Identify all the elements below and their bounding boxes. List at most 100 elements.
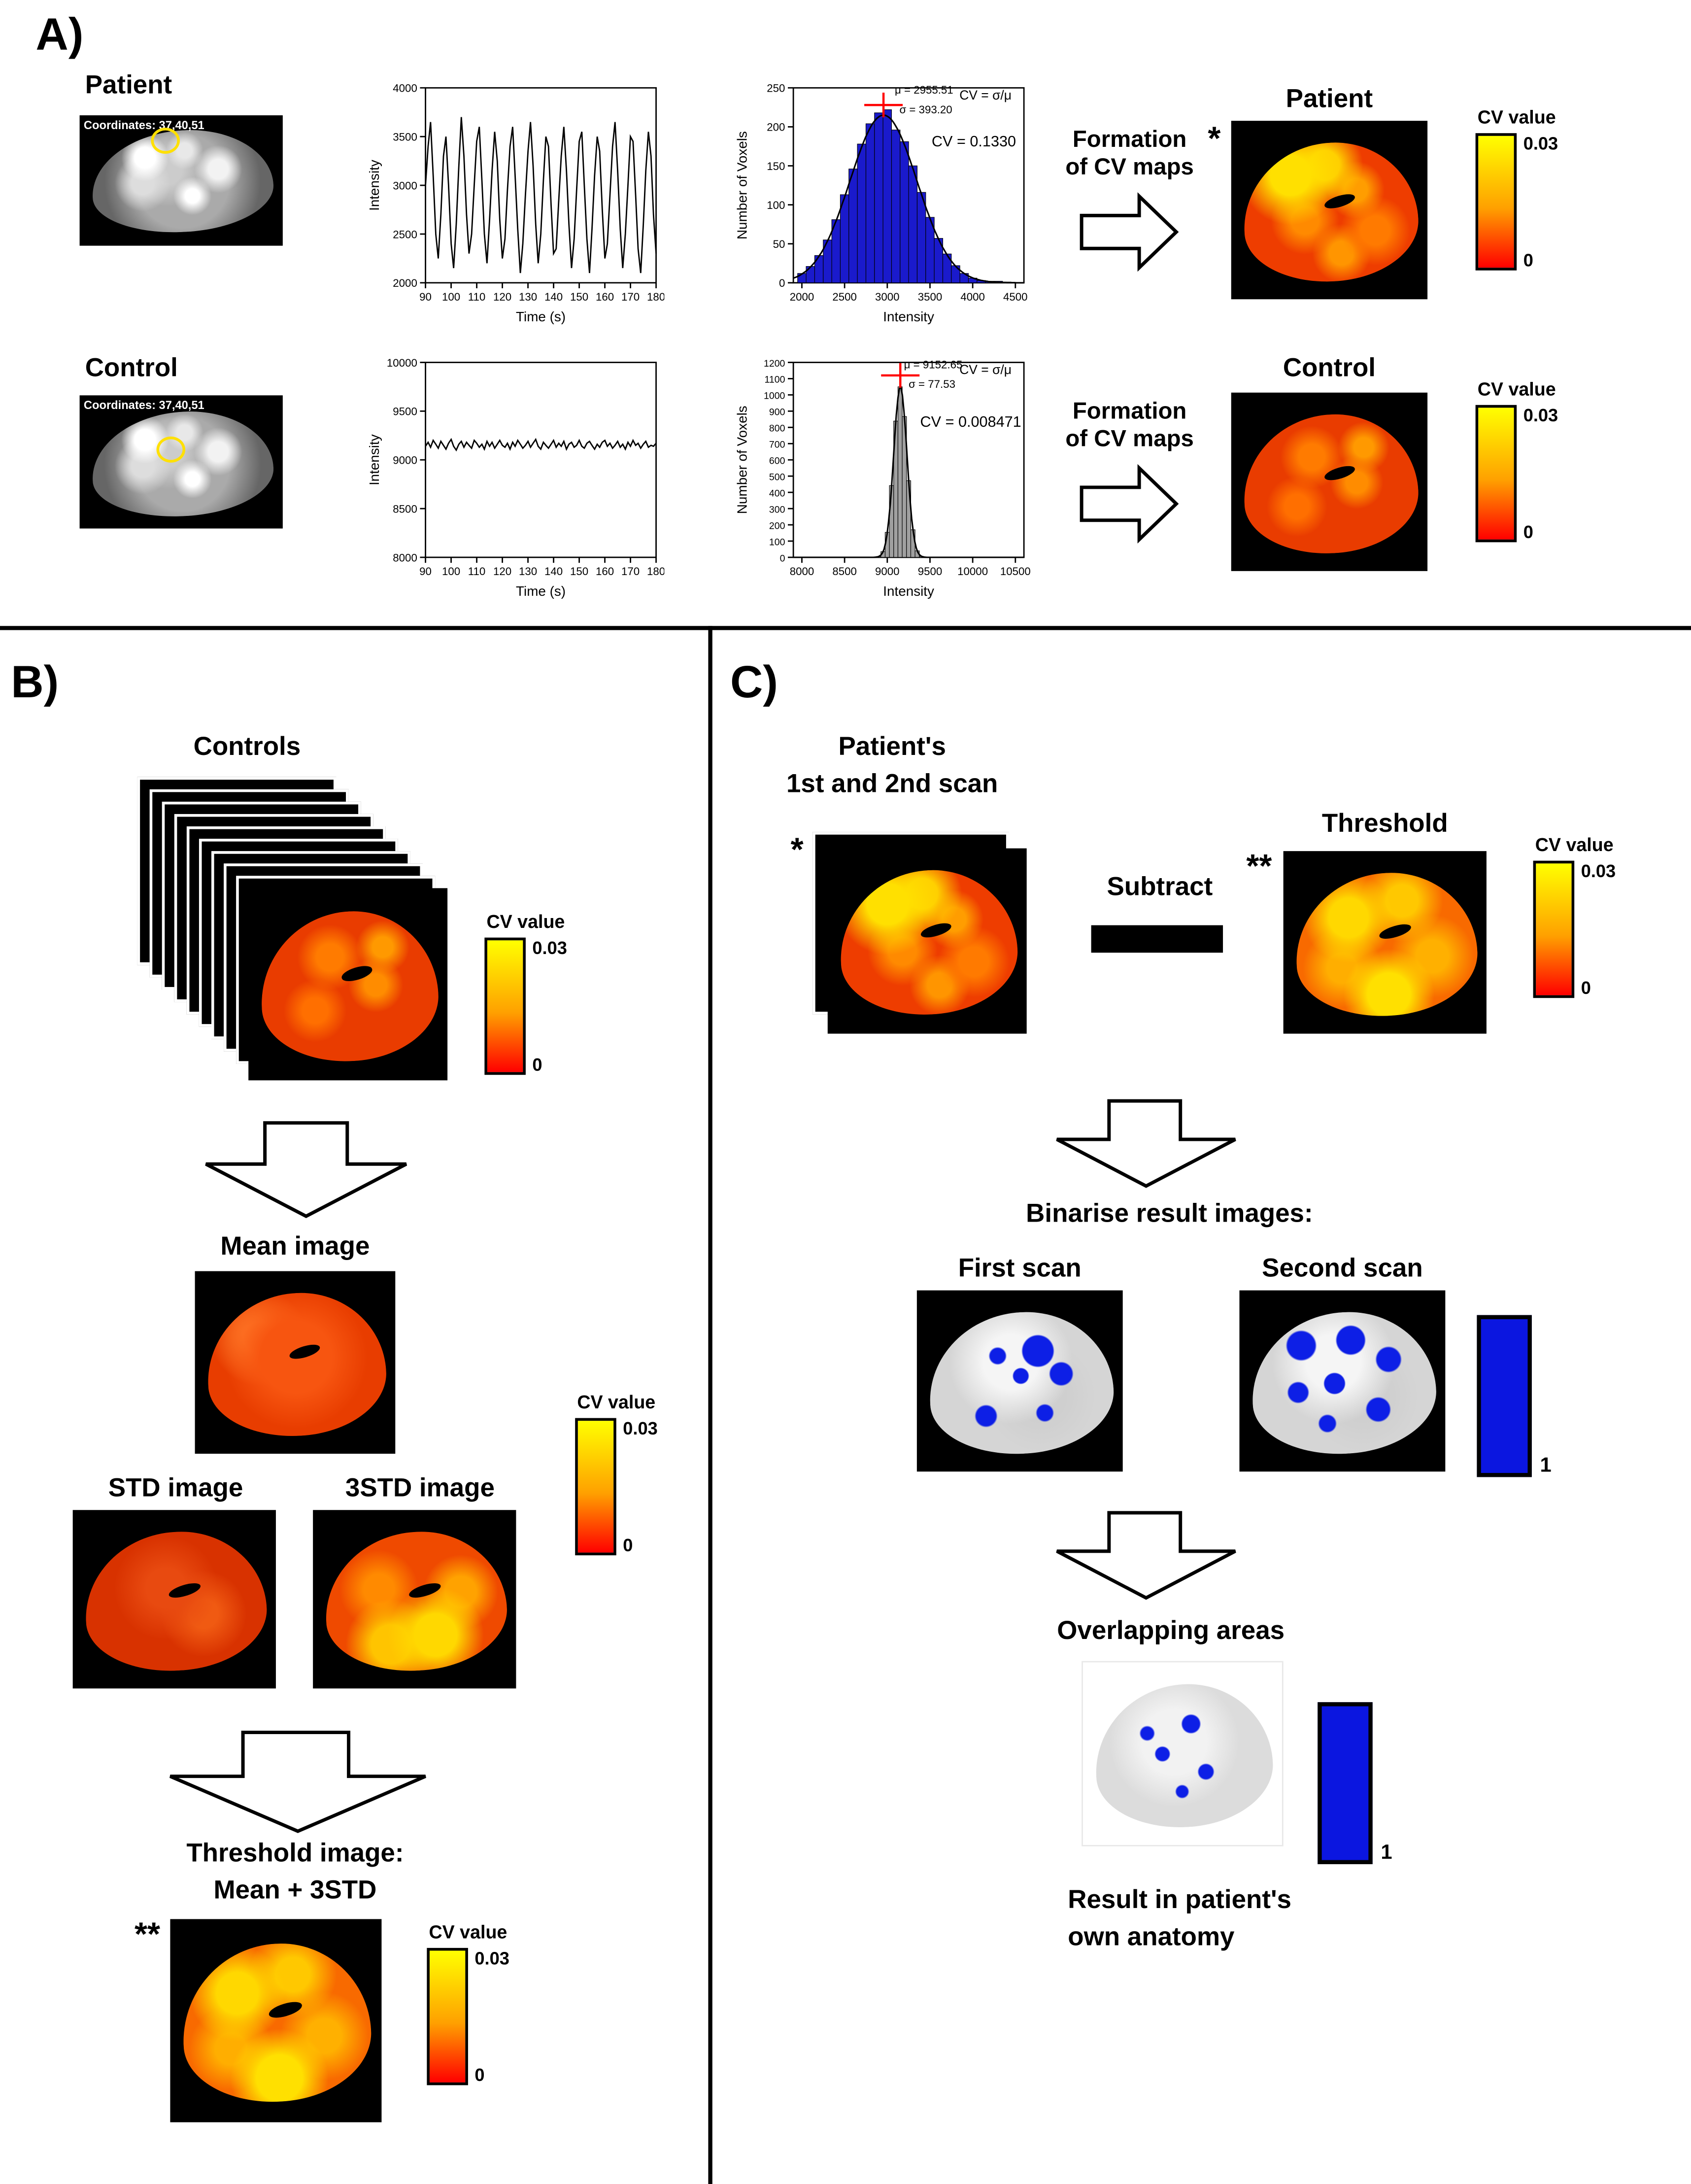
svg-text:140: 140 — [544, 291, 563, 303]
svg-text:180: 180 — [647, 565, 664, 578]
svg-text:Intensity: Intensity — [883, 309, 934, 324]
formation-label-control: Formation of CV maps — [1046, 398, 1214, 454]
svg-text:σ = 393.20: σ = 393.20 — [899, 103, 952, 116]
svg-text:Intensity: Intensity — [367, 160, 382, 211]
colorbar-min-label: 0 — [474, 2064, 485, 2085]
svg-text:800: 800 — [769, 423, 785, 434]
formation-line1: Formation — [1072, 398, 1187, 424]
horizontal-divider — [0, 626, 1691, 630]
panel-b-label: B) — [11, 656, 59, 707]
formation-line2: of CV maps — [1065, 426, 1194, 452]
colorbar-max-label: 0.03 — [532, 937, 567, 958]
colorbar-max-label: 0.03 — [1523, 133, 1558, 154]
svg-text:8500: 8500 — [393, 503, 417, 515]
svg-text:2000: 2000 — [790, 291, 814, 303]
svg-text:100: 100 — [442, 565, 460, 578]
mean-image-title: Mean image — [220, 1232, 370, 1262]
binary-colorbar-swatch — [1318, 1702, 1373, 1864]
result-title-line2: own anatomy — [1068, 1923, 1235, 1952]
colorbar-title: CV value — [429, 1921, 507, 1943]
threshold-image-title-line1: Threshold image: — [186, 1839, 404, 1869]
svg-text:120: 120 — [493, 565, 511, 578]
svg-text:4500: 4500 — [1003, 291, 1028, 303]
binarise-title: Binarise result images: — [1026, 1199, 1313, 1229]
minus-bar-icon — [1091, 925, 1223, 953]
patient-timeseries-chart: 90 100 110 120 130 140 150 160 170 180 2000 2500 300… — [365, 77, 665, 327]
colorbar-min-label: 0 — [1523, 249, 1533, 271]
std-image-title: STD image — [108, 1474, 243, 1503]
svg-text:1200: 1200 — [764, 358, 785, 369]
svg-text:10500: 10500 — [1000, 565, 1031, 578]
colorbar-min-label: 0 — [623, 1535, 633, 1556]
controls-image-stack — [137, 777, 453, 1086]
svg-text:100: 100 — [767, 199, 785, 211]
arrow-right-icon — [1080, 464, 1179, 544]
svg-text:250: 250 — [767, 82, 785, 95]
colorbar-gradient — [1475, 405, 1517, 543]
control-cv-brain — [1239, 410, 1421, 558]
svg-text:150: 150 — [570, 291, 588, 303]
patient-cv-brain — [1239, 137, 1421, 286]
std3-brain — [321, 1527, 509, 1675]
svg-text:180: 180 — [647, 291, 664, 303]
controls-stack-title: Controls — [193, 733, 301, 762]
svg-text:200: 200 — [767, 121, 785, 134]
svg-text:Intensity: Intensity — [367, 434, 382, 485]
patient-map-asterisk: * — [1208, 121, 1221, 158]
controls-front-cv-map — [248, 888, 448, 1081]
svg-text:900: 900 — [769, 407, 785, 418]
second-scan-title: Second scan — [1262, 1255, 1423, 1284]
colorbar-title: CV value — [1477, 107, 1556, 128]
result-title-line1: Result in patient's — [1068, 1886, 1291, 1915]
svg-text:2500: 2500 — [832, 291, 857, 303]
svg-text:500: 500 — [769, 472, 785, 483]
svg-text:σ = 77.53: σ = 77.53 — [909, 378, 955, 390]
colorbar-cv-controls-stack: CV value 0.03 0 — [472, 912, 579, 1075]
formation-label-patient: Formation of CV maps — [1046, 126, 1214, 182]
svg-text:Intensity: Intensity — [883, 583, 934, 599]
patient-scans-stack — [812, 832, 1032, 1038]
svg-text:CV = σ/μ: CV = σ/μ — [959, 362, 1012, 377]
svg-text:130: 130 — [519, 291, 537, 303]
svg-text:700: 700 — [769, 440, 785, 450]
svg-text:140: 140 — [544, 565, 563, 578]
svg-text:50: 50 — [773, 238, 785, 250]
control-timeseries-chart: 90 100 110 120 130 140 150 160 170 180 8000 8500 900… — [365, 351, 665, 601]
second-scan-binary-image — [1239, 1290, 1446, 1472]
colorbar-min-label: 0 — [1581, 977, 1591, 998]
control-cv-map — [1231, 392, 1428, 571]
svg-text:1100: 1100 — [765, 375, 785, 385]
colorbar-cv-patient: CV value 0.03 0 — [1463, 107, 1570, 271]
std3-image — [313, 1510, 516, 1689]
svg-text:150: 150 — [767, 160, 785, 172]
svg-text:130: 130 — [519, 565, 537, 578]
svg-text:9000: 9000 — [393, 454, 417, 467]
svg-text:9500: 9500 — [918, 565, 943, 578]
colorbar-cv-threshold-c: CV value 0.03 0 — [1521, 835, 1628, 998]
control-mri-image: Coordinates: 37,40,51 — [79, 395, 283, 529]
colorbar-max-label: 0.03 — [474, 1947, 509, 1969]
svg-text:9500: 9500 — [393, 406, 417, 418]
svg-text:2000: 2000 — [393, 277, 417, 289]
panel-c-label: C) — [730, 656, 778, 707]
mean-image — [195, 1271, 396, 1454]
first-scan-binary-image — [916, 1290, 1123, 1472]
svg-text:400: 400 — [769, 488, 785, 499]
svg-text:120: 120 — [493, 291, 511, 303]
svg-text:μ = 2955.51: μ = 2955.51 — [895, 84, 953, 96]
colorbar-min-label: 0 — [532, 1054, 542, 1075]
arrow-down-icon — [169, 1731, 426, 1833]
colorbar-title: CV value — [1535, 834, 1614, 855]
formation-line2: of CV maps — [1065, 154, 1194, 181]
svg-text:CV = 0.008471: CV = 0.008471 — [920, 413, 1021, 430]
svg-text:Number of Voxels: Number of Voxels — [734, 131, 749, 239]
threshold-double-asterisk-c: ** — [1246, 848, 1272, 886]
binary-colorbar-swatch — [1477, 1315, 1532, 1477]
colorbar-gradient — [575, 1418, 616, 1556]
svg-text:10000: 10000 — [957, 565, 988, 578]
patient-mri-coordinates-label: Coordinates: 37,40,51 — [83, 118, 204, 132]
patient-row-title: Patient — [85, 71, 172, 101]
control-histogram-chart: 8000 8500 9000 9500 10000 10500 0 100 200 300 400 5… — [733, 351, 1032, 601]
svg-text:Time (s): Time (s) — [516, 309, 566, 324]
